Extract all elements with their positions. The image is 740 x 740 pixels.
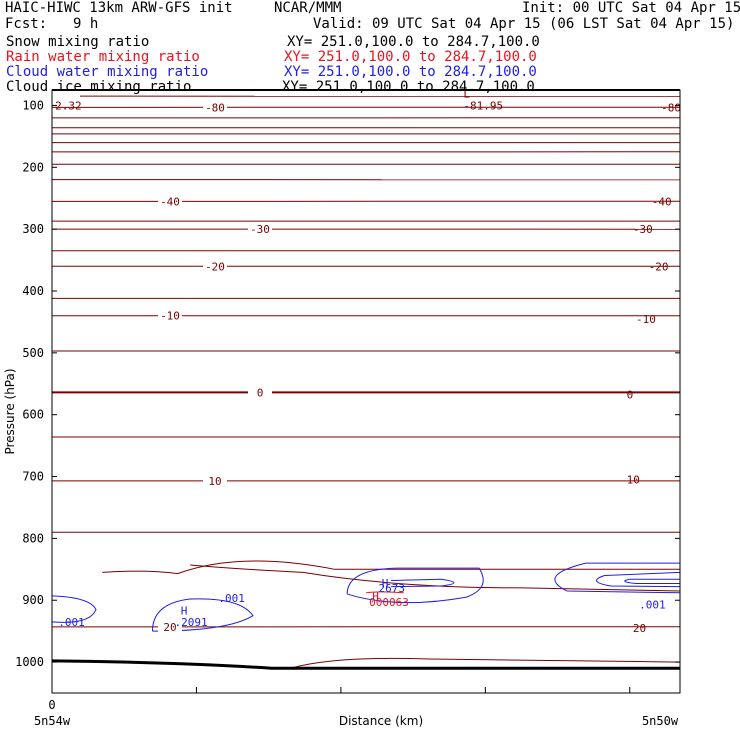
terrain-line — [51, 659, 680, 670]
cloud-water-contour — [51, 595, 97, 623]
header-fcst-value: 9 h — [73, 16, 99, 32]
y-tick-label: 800 — [22, 531, 44, 545]
y-tick-label: 300 — [22, 222, 44, 236]
contour-annotation: -30 — [633, 223, 653, 236]
contour-label-gap — [248, 223, 272, 236]
cloud-water-contour — [391, 578, 455, 588]
header-fcst-label: Fcst: — [5, 16, 48, 32]
y-tick-label: 1000 — [15, 655, 44, 669]
header-model: HAIC-HIWC 13km ARW-GFS init — [5, 0, 233, 16]
contour-label: -10 — [160, 310, 180, 323]
contour-label-gap — [158, 309, 182, 322]
x-tick-label-left: 5n54w — [34, 714, 71, 728]
contour-label: -80 — [205, 101, 225, 114]
y-axis-title: Pressure (hPa) — [3, 368, 17, 454]
header-init: Init: 00 UTC Sat 04 Apr 15 — [522, 0, 740, 16]
contour-annotation: 2.32 — [55, 99, 82, 112]
contour-label-gap — [158, 195, 182, 208]
header-center: NCAR/MMM — [274, 0, 342, 16]
cloud-water-contour — [346, 567, 484, 604]
contour-annotation: L — [463, 88, 470, 101]
cloud-water-contour — [151, 598, 254, 632]
y-tick-label: 900 — [22, 593, 44, 607]
x-tick-label-start: 0 — [48, 698, 55, 712]
contour-label-gap — [203, 260, 227, 273]
contour-label-gap — [158, 620, 182, 633]
contour-annotation: H — [181, 605, 188, 618]
cloud-water-contour — [596, 571, 681, 588]
field-snow-xy: XY= 251.0,100.0 to 284.7,100.0 — [287, 34, 540, 50]
contour-annotation: 10 — [627, 474, 640, 487]
field-cloudwater-name: Cloud water mixing ratio — [6, 64, 209, 80]
y-tick-label: 600 — [22, 408, 44, 422]
contour-label: 0 — [257, 386, 264, 399]
contour-annotation: -40 — [652, 195, 672, 208]
contour-annotation: 0 — [627, 388, 634, 401]
temperature-contours — [51, 95, 681, 628]
y-tick-label: 200 — [22, 160, 44, 174]
wavy-isotherm — [190, 564, 681, 592]
x-axis-title: Distance (km) — [339, 714, 423, 728]
y-tick-label: 700 — [22, 470, 44, 484]
contour-label-gap — [203, 474, 227, 487]
contour-label: -30 — [250, 223, 270, 236]
wavy-isotherm — [290, 657, 681, 669]
cloud-water-contour — [554, 562, 681, 594]
contour-labels: -80 -40 -30 -20 -10 0 10 20 2.32 L-81.95 -80 -40 -30… — [55, 88, 681, 635]
contour-label: 10 — [208, 475, 221, 488]
contour-label-gap — [203, 101, 227, 114]
contour-annotation: .001 — [218, 592, 245, 605]
contour-annotation: 000063 — [369, 596, 409, 609]
contour-annotation: .001 — [58, 616, 85, 629]
field-snow-name: Snow mixing ratio — [6, 34, 150, 50]
field-cloudwater-xy: XY= 251.0,100.0 to 284.7,100.0 — [284, 64, 537, 80]
contour-annotation: H — [372, 590, 379, 603]
field-rain-xy: XY= 251.0,100.0 to 284.7,100.0 — [284, 49, 537, 65]
y-tick-label: 500 — [22, 346, 44, 360]
y-tick-label: 100 — [22, 98, 44, 112]
contour-annotation: .2091 — [174, 616, 207, 629]
header-valid: Valid: 09 UTC Sat 04 Apr 15 (06 LST Sat … — [313, 16, 735, 32]
contour-label: -20 — [205, 260, 225, 273]
wavy-isotherm — [102, 560, 680, 575]
contour-annotation: -20 — [649, 260, 669, 273]
contour-annotation: -80 — [661, 101, 681, 114]
rain-contour — [365, 591, 404, 594]
contour-label: -40 — [160, 195, 180, 208]
contour-label: 20 — [163, 621, 176, 634]
contour-annotation: H — [382, 577, 389, 590]
cloud-water-contour — [624, 578, 680, 585]
x-tick-label-right: 5n50w — [642, 714, 679, 728]
contour-annotation: .001 — [639, 599, 666, 612]
contour-annotation: -81.95 — [463, 99, 503, 112]
special-contours — [51, 560, 681, 670]
contour-label-gap — [248, 386, 272, 399]
field-rain-name: Rain water mixing ratio — [6, 49, 200, 65]
contour-annotation: 2673 — [379, 582, 406, 595]
contour-annotation: 20 — [633, 622, 646, 635]
contour-annotation: -10 — [636, 313, 656, 326]
y-tick-label: 400 — [22, 284, 44, 298]
